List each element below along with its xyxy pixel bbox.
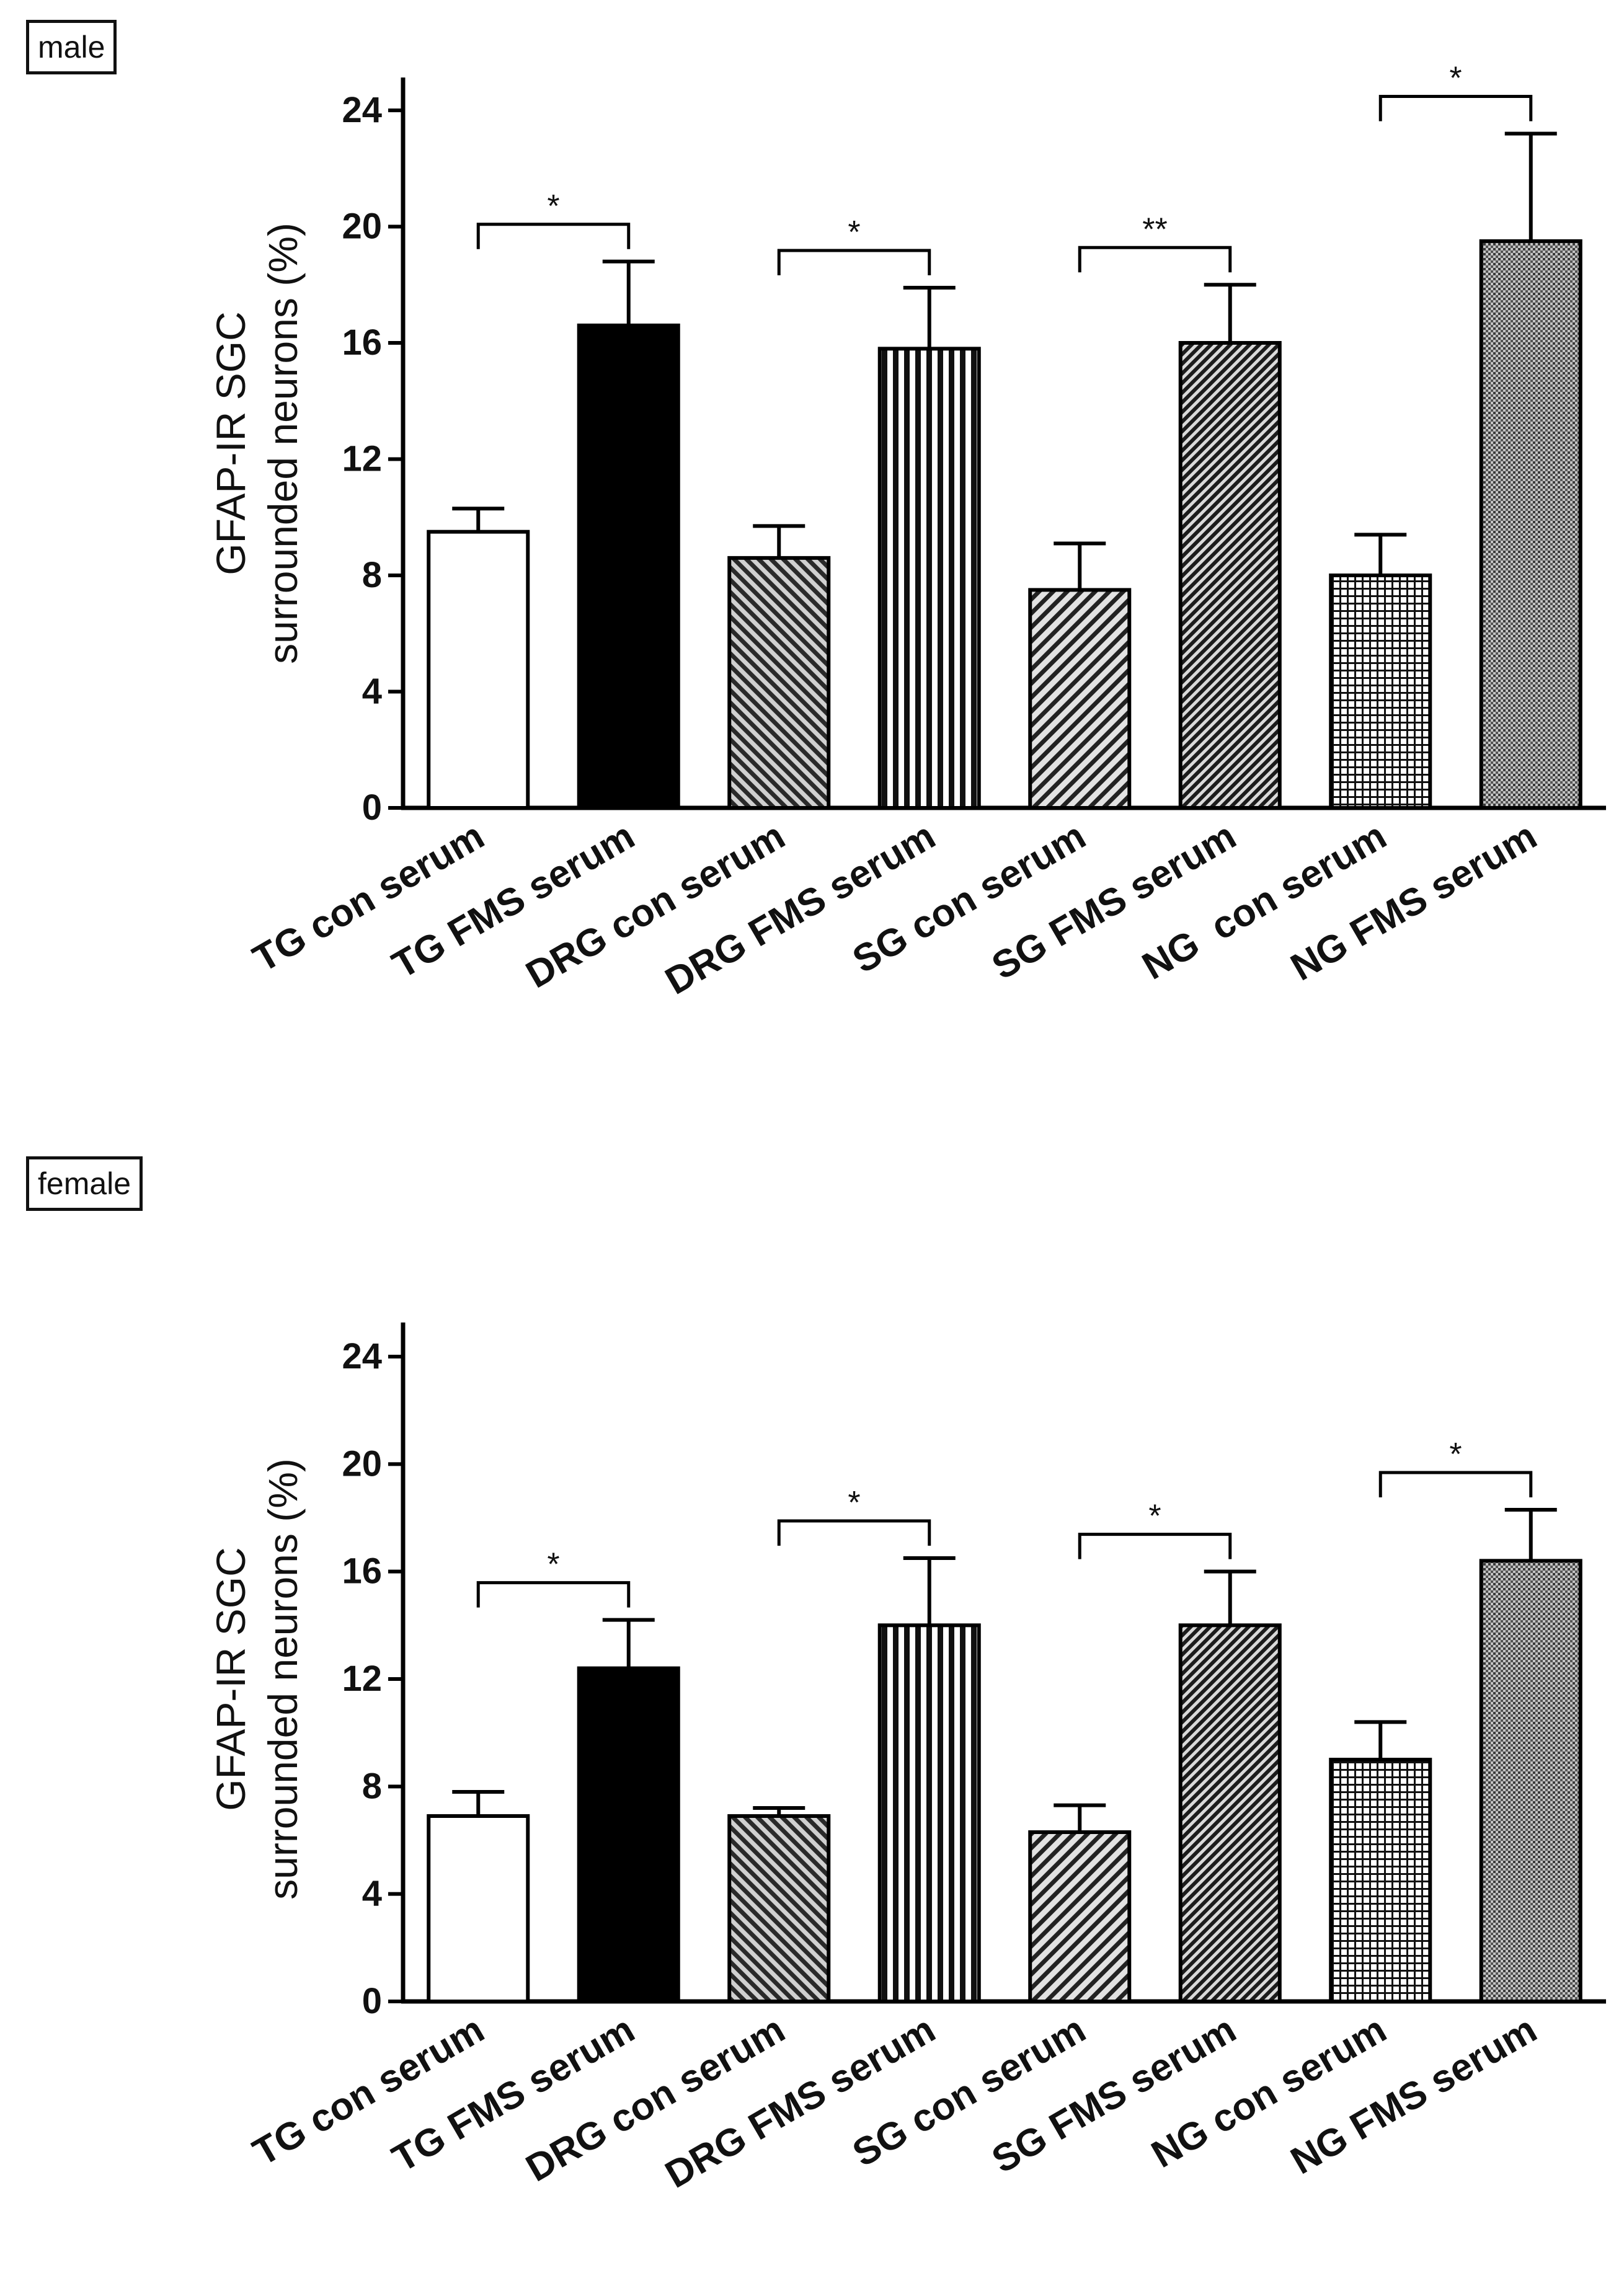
bar-6 [1178, 1623, 1282, 2003]
bar-2 [577, 1666, 680, 2003]
significance-bracket [777, 1519, 931, 1546]
bar-8 [1479, 239, 1582, 810]
female-bar-chart: 0 4 8 12 16 20 24 GFAP-IR SGC surrounded neurons… [208, 1323, 1606, 2197]
bar-3 [727, 556, 831, 810]
y-tick-label: 0 [362, 1981, 382, 2021]
y-tick-label: 24 [342, 90, 382, 130]
y-tick-label: 24 [342, 1336, 382, 1376]
significance-bracket [1378, 1471, 1533, 1497]
x-category-label: NG FMS serum [1284, 814, 1543, 989]
male-bar-chart: 0 4 8 12 16 20 24 GFAP-IR SGC surrounded neurons… [208, 61, 1606, 1003]
panel-label-male: male [26, 20, 117, 74]
bar-2 [577, 323, 680, 810]
significance-bracket [1078, 1533, 1232, 1559]
y-tick-label: 20 [342, 206, 382, 247]
x-category-label: SG FMS serum [985, 814, 1243, 988]
y-tick-label: 8 [362, 555, 382, 595]
significance-marker: * [848, 1485, 860, 1521]
y-tick-label: 8 [362, 1766, 382, 1806]
bar-4 [877, 347, 981, 810]
y-axis-label: GFAP-IR SGC surrounded neurons (%) [208, 223, 306, 664]
y-axis-label: GFAP-IR SGC surrounded neurons (%) [208, 1458, 306, 1900]
significance-marker: * [547, 188, 559, 224]
significance-marker: * [848, 215, 860, 250]
female-chart-panel: female 0 4 8 12 16 20 24 GFAP-IR SGC surrounded … [0, 1136, 1624, 2273]
significance-bracket [476, 223, 631, 249]
x-category-label: DRG FMS serum [659, 814, 943, 1003]
y-tick-label: 4 [362, 671, 382, 712]
male-chart-panel: male 0 4 8 12 16 20 24 GFAP-IR SGC surrounded ne… [0, 0, 1624, 1136]
x-category-label: SG FMS serum [985, 2008, 1243, 2181]
x-category-label: DRG con serum [519, 814, 792, 996]
bar-5 [1028, 1830, 1132, 2003]
y-tick-label: 4 [362, 1874, 382, 1914]
significance-marker: * [547, 1547, 559, 1583]
significance-bracket [1078, 246, 1232, 273]
x-category-label: DRG FMS serum [659, 2008, 943, 2196]
y-tick-label: 20 [342, 1443, 382, 1484]
y-tick-label: 12 [342, 1659, 382, 1699]
significance-marker: ** [1142, 211, 1167, 247]
x-category-label: NG FMS serum [1284, 2008, 1543, 2182]
x-category-label: TG FMS serum [385, 2008, 641, 2181]
y-tick-label: 12 [342, 439, 382, 479]
significance-marker: * [1449, 1437, 1462, 1473]
y-tick-label: 16 [342, 1551, 382, 1592]
x-category-label: NG con serum [1135, 814, 1393, 988]
significance-bracket [777, 249, 931, 275]
y-tick-label: 16 [342, 322, 382, 363]
significance-bracket [1378, 95, 1533, 122]
bar-1 [427, 529, 530, 810]
significance-marker: * [1148, 1499, 1161, 1535]
bar-4 [877, 1623, 981, 2003]
x-category-label: TG FMS serum [385, 814, 641, 987]
bar-3 [727, 1814, 831, 2003]
bar-6 [1178, 341, 1282, 810]
bar-1 [427, 1814, 530, 2003]
panel-label-female: female [26, 1156, 143, 1211]
bar-7 [1329, 1758, 1432, 2003]
significance-marker: * [1449, 61, 1462, 97]
bar-8 [1479, 1559, 1582, 2003]
x-category-label: DRG con serum [519, 2008, 792, 2190]
bar-7 [1329, 574, 1432, 810]
y-tick-label: 0 [362, 787, 382, 828]
bar-5 [1028, 588, 1132, 810]
significance-bracket [476, 1581, 631, 1608]
